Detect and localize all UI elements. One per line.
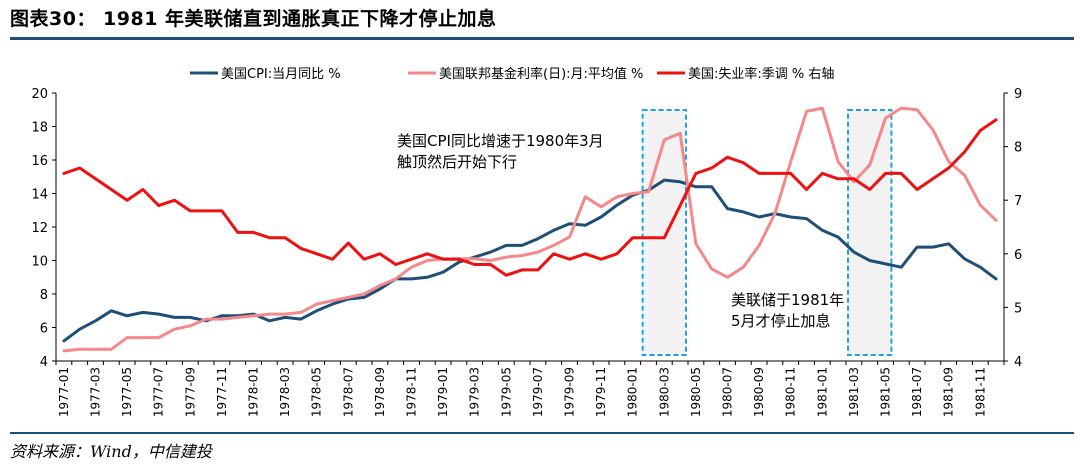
x-tick-label: 1978-03 xyxy=(278,367,292,417)
y-right-tick-label: 5 xyxy=(1014,301,1022,316)
x-tick-label: 1980-11 xyxy=(784,367,798,417)
title-rule xyxy=(10,37,1074,40)
annotation-1: 美国CPI同比增速于1980年3月触顶然后开始下行 xyxy=(397,132,604,171)
y-right-tick-label: 8 xyxy=(1014,141,1022,156)
x-tick-label: 1980-05 xyxy=(689,367,703,417)
chart-title: 图表30： 1981 年美联储直到通胀真正下降才停止加息 xyxy=(10,8,497,30)
x-tick-label: 1981-11 xyxy=(973,367,987,417)
y-left-tick-label: 4 xyxy=(40,355,48,370)
y-left-tick-label: 16 xyxy=(31,154,48,169)
x-tick-label: 1981-05 xyxy=(879,367,893,417)
x-tick-label: 1979-11 xyxy=(594,367,608,417)
x-tick-label: 1981-09 xyxy=(942,367,956,417)
legend-label-1: 美国CPI:当月同比 % xyxy=(221,67,341,82)
x-tick-label: 1980-01 xyxy=(626,367,640,417)
series-line-3 xyxy=(62,118,998,277)
annotation-line: 触顶然后开始下行 xyxy=(397,153,517,171)
x-tick-label: 1979-03 xyxy=(468,367,482,417)
legend-label-3: 美国:失业率:季调 % 右轴 xyxy=(688,66,834,82)
y-left-tick-label: 8 xyxy=(40,288,48,303)
annotation-line: 美国CPI同比增速于1980年3月 xyxy=(397,132,604,150)
x-tick-label: 1977-05 xyxy=(120,367,134,417)
x-tick-label: 1981-01 xyxy=(815,367,829,417)
highlight-box-2 xyxy=(847,109,893,356)
footer-rule xyxy=(10,432,1074,434)
x-tick-label: 1979-07 xyxy=(531,367,545,417)
x-tick-label: 1978-11 xyxy=(405,367,419,417)
x-tick-label: 1978-05 xyxy=(310,367,324,417)
x-tick-label: 1979-05 xyxy=(499,367,513,417)
source-note: 资料来源：Wind，中信建投 xyxy=(10,442,212,461)
x-tick-label: 1980-07 xyxy=(721,367,735,417)
x-tick-label: 1978-07 xyxy=(341,367,355,417)
y-left-tick-label: 20 xyxy=(31,87,48,102)
y-left-tick-label: 10 xyxy=(31,255,48,270)
x-tick-label: 1977-07 xyxy=(152,367,166,417)
y-right-tick-label: 7 xyxy=(1014,194,1022,209)
annotation-line: 5月才停止加息 xyxy=(731,312,831,330)
y-right-tick-label: 6 xyxy=(1014,248,1022,263)
series-line-2 xyxy=(62,106,998,353)
x-tick-label: 1980-03 xyxy=(657,367,671,417)
x-tick-label: 1981-03 xyxy=(847,367,861,417)
y-right-tick-label: 9 xyxy=(1014,87,1022,102)
y-right-tick-label: 4 xyxy=(1014,355,1022,370)
highlight-box-1 xyxy=(641,109,687,356)
y-left-tick-label: 6 xyxy=(40,322,48,337)
chart-svg: 4 6 8 10 12 14 16 18 20 4 5 6 7 8 9 1977-01 1977-03 1977-… xyxy=(31,66,1022,417)
x-tick-label: 1978-01 xyxy=(247,367,261,417)
y-left-tick-label: 18 xyxy=(31,121,48,136)
y-left-tick-label: 14 xyxy=(31,188,48,203)
x-tick-label: 1977-03 xyxy=(89,367,103,417)
x-tick-label: 1977-09 xyxy=(183,367,197,417)
x-tick-label: 1977-11 xyxy=(215,367,229,417)
annotation-2: 美联储于1981年 5月才停止加息 xyxy=(731,291,844,330)
x-tick-label: 1981-07 xyxy=(910,367,924,417)
y-left-tick-label: 12 xyxy=(31,221,48,236)
x-tick-label: 1979-09 xyxy=(563,367,577,417)
x-tick-label: 1977-01 xyxy=(57,367,71,417)
x-tick-label: 1978-09 xyxy=(373,367,387,417)
legend-label-2: 美国联邦基金利率(日):月:平均值 % xyxy=(439,66,643,82)
x-tick-label: 1980-09 xyxy=(752,367,766,417)
annotation-line: 美联储于1981年 xyxy=(731,291,844,309)
series-line-1 xyxy=(62,178,998,343)
x-tick-label: 1979-01 xyxy=(436,367,450,417)
